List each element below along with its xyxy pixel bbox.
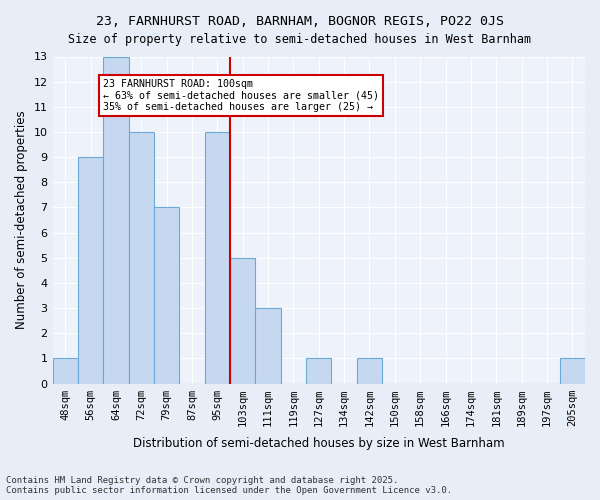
Bar: [357, 358, 382, 384]
Bar: [78, 157, 103, 384]
Y-axis label: Number of semi-detached properties: Number of semi-detached properties: [15, 110, 28, 330]
Bar: [103, 56, 128, 384]
Text: Size of property relative to semi-detached houses in West Barnham: Size of property relative to semi-detach…: [68, 32, 532, 46]
X-axis label: Distribution of semi-detached houses by size in West Barnham: Distribution of semi-detached houses by …: [133, 437, 505, 450]
Bar: [306, 358, 331, 384]
Text: 23, FARNHURST ROAD, BARNHAM, BOGNOR REGIS, PO22 0JS: 23, FARNHURST ROAD, BARNHAM, BOGNOR REGI…: [96, 15, 504, 28]
Bar: [53, 358, 78, 384]
Bar: [205, 132, 230, 384]
Text: Contains HM Land Registry data © Crown copyright and database right 2025.
Contai: Contains HM Land Registry data © Crown c…: [6, 476, 452, 495]
Bar: [256, 308, 281, 384]
Bar: [154, 208, 179, 384]
Text: 23 FARNHURST ROAD: 100sqm
← 63% of semi-detached houses are smaller (45)
35% of : 23 FARNHURST ROAD: 100sqm ← 63% of semi-…: [103, 79, 379, 112]
Bar: [230, 258, 256, 384]
Bar: [560, 358, 585, 384]
Bar: [128, 132, 154, 384]
